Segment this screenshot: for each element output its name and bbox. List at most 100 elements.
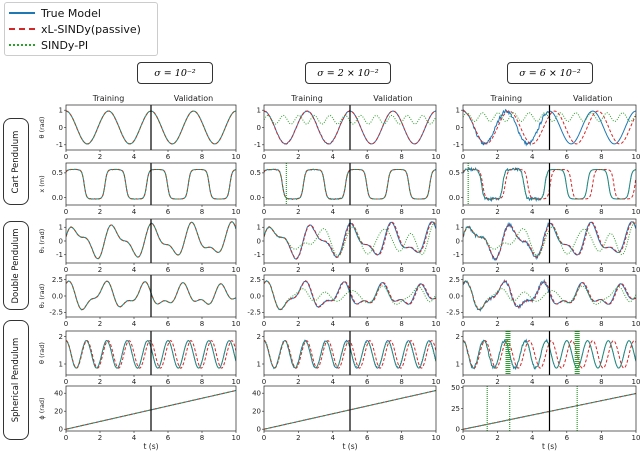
- tick-label: 0: [257, 426, 261, 434]
- series-sindy-pi: [463, 112, 636, 122]
- tick-label: 6: [565, 378, 570, 386]
- tick-label: 6: [365, 320, 370, 328]
- tick-label: 8: [599, 434, 603, 442]
- tick-label: 6: [565, 153, 570, 161]
- tick-label: 2: [59, 333, 63, 341]
- tick-label: -1: [453, 141, 460, 149]
- tick-label: 2: [98, 266, 102, 274]
- legend-label: xL-SINDy(passive): [41, 22, 141, 36]
- panel-r4-c0: 1 2 0 2 4 6 8 10 θ (rad): [38, 330, 240, 386]
- tick-label: 10: [432, 378, 441, 386]
- tick-label: 10: [432, 320, 441, 328]
- tick-label: 2: [98, 378, 102, 386]
- tick-label: 10: [432, 153, 441, 161]
- tick-label: 4: [132, 320, 137, 328]
- tick-label: 2: [495, 378, 499, 386]
- tick-label: 2: [296, 208, 300, 216]
- legend-swatch-sindy-pi: [9, 44, 35, 46]
- panel-r1-c1: 0.0 0.5 0 2 4 6 8 10: [250, 162, 441, 216]
- tick-label: 4: [530, 153, 535, 161]
- y-axis-label: θ₁ (rad): [38, 229, 46, 254]
- tick-label: 0.0: [250, 194, 261, 202]
- panel-r5-c1: 0 20 40 0 2 4 6 8 10 t (s): [252, 385, 441, 451]
- tick-label: 6: [166, 266, 171, 274]
- x-axis-label: t (s): [542, 442, 557, 451]
- tick-label: 6: [365, 378, 370, 386]
- tick-label: 0: [262, 266, 266, 274]
- axes-frame: [65, 274, 237, 318]
- tick-label: 0: [64, 434, 68, 442]
- tick-label: 0: [64, 266, 68, 274]
- tick-label: -2.5: [49, 309, 63, 317]
- tick-label: 2: [296, 153, 300, 161]
- axes-frame: [65, 385, 237, 432]
- tick-label: 10: [432, 434, 441, 442]
- tick-label: 40: [252, 390, 261, 398]
- tick-label: 6: [365, 434, 370, 442]
- tick-label: 8: [399, 434, 403, 442]
- tick-label: 10: [232, 153, 241, 161]
- tick-label: 1: [59, 224, 63, 232]
- tick-label: 4: [331, 434, 336, 442]
- tick-label: 2: [456, 333, 460, 341]
- training-label: Training: [290, 94, 323, 103]
- tick-label: 1: [456, 360, 460, 368]
- tick-label: 0: [262, 320, 266, 328]
- tick-label: 20: [252, 408, 261, 416]
- tick-label: 1: [456, 106, 460, 114]
- tick-label: 0: [461, 266, 465, 274]
- tick-label: 4: [331, 320, 336, 328]
- tick-label: 6: [565, 320, 570, 328]
- tick-label: 50: [451, 384, 460, 392]
- tick-label: 8: [200, 320, 204, 328]
- tick-label: 4: [331, 208, 336, 216]
- tick-label: 8: [399, 208, 403, 216]
- tick-label: 0: [64, 208, 68, 216]
- tick-label: 8: [599, 320, 603, 328]
- tick-label: 4: [132, 434, 137, 442]
- tick-label: 10: [232, 320, 241, 328]
- tick-label: 0.5: [250, 169, 261, 177]
- tick-label: -1: [56, 251, 63, 259]
- y-axis-label: x (m): [38, 175, 46, 192]
- x-axis-label: t (s): [342, 442, 357, 451]
- axes-frame: [263, 330, 437, 376]
- axes-frame: [65, 330, 237, 376]
- validation-label: Validation: [174, 94, 214, 103]
- tick-label: -1: [453, 251, 460, 259]
- tick-label: 4: [132, 378, 137, 386]
- x-axis-label: t (s): [143, 442, 158, 451]
- tick-label: 1: [59, 360, 63, 368]
- tick-label: 0: [64, 378, 68, 386]
- tick-label: 4: [530, 208, 535, 216]
- tick-label: 0: [64, 153, 68, 161]
- panel-r5-c2: 0 25 50 0 2 4 6 8 10 t (s): [451, 384, 640, 451]
- tick-label: 8: [599, 378, 603, 386]
- tick-label: 8: [399, 320, 403, 328]
- tick-label: 2: [98, 320, 102, 328]
- tick-label: 8: [200, 378, 204, 386]
- legend-swatch-xl-sindy: [9, 28, 35, 30]
- tick-label: 0: [59, 124, 63, 132]
- tick-label: 0: [461, 378, 465, 386]
- panel-r4-c1: 1 2 0 2 4 6 8 10: [257, 330, 441, 386]
- axes-frame: [263, 162, 437, 206]
- axes-frame: [65, 218, 237, 264]
- tick-label: 2: [296, 378, 300, 386]
- tick-label: 8: [200, 153, 204, 161]
- legend-item-xl-sindy: xL-SINDy(passive): [9, 21, 141, 37]
- tick-label: 2: [296, 320, 300, 328]
- tick-label: 10: [632, 153, 641, 161]
- series-sindy-pi: [66, 390, 236, 430]
- tick-label: 8: [399, 153, 403, 161]
- y-axis-label: θ (rad): [38, 117, 46, 139]
- tick-label: 0: [64, 320, 68, 328]
- tick-label: 6: [565, 434, 570, 442]
- tick-label: 10: [432, 208, 441, 216]
- tick-label: 10: [232, 208, 241, 216]
- legend-item-true-model: True Model: [9, 5, 101, 21]
- tick-label: 0: [461, 320, 465, 328]
